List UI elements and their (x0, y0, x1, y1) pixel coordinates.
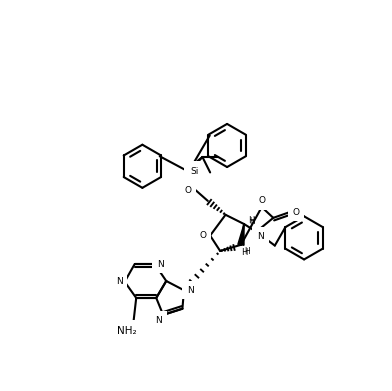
Text: N: N (116, 277, 123, 286)
Text: H: H (244, 247, 250, 256)
Text: O: O (200, 231, 207, 240)
Text: N: N (155, 316, 162, 325)
Text: N: N (158, 260, 164, 269)
Text: O: O (200, 231, 207, 240)
Text: O: O (184, 185, 191, 194)
Text: O: O (292, 208, 299, 217)
Text: N: N (157, 260, 163, 269)
Text: H: H (241, 248, 248, 257)
Polygon shape (238, 224, 244, 245)
Text: NH₂: NH₂ (118, 325, 136, 335)
Text: O: O (257, 196, 264, 205)
Text: N: N (187, 286, 194, 295)
Text: Si: Si (188, 166, 197, 175)
Text: N: N (187, 286, 194, 295)
Text: O: O (258, 196, 265, 204)
Text: Si: Si (191, 167, 199, 176)
Text: O: O (184, 186, 191, 195)
Text: H: H (249, 216, 255, 225)
Text: H: H (249, 217, 254, 226)
Text: N: N (156, 316, 163, 325)
Text: O: O (292, 208, 299, 217)
Text: N: N (258, 232, 264, 241)
Text: NH₂: NH₂ (117, 326, 137, 336)
Text: N: N (116, 277, 123, 286)
Text: N: N (257, 231, 263, 240)
